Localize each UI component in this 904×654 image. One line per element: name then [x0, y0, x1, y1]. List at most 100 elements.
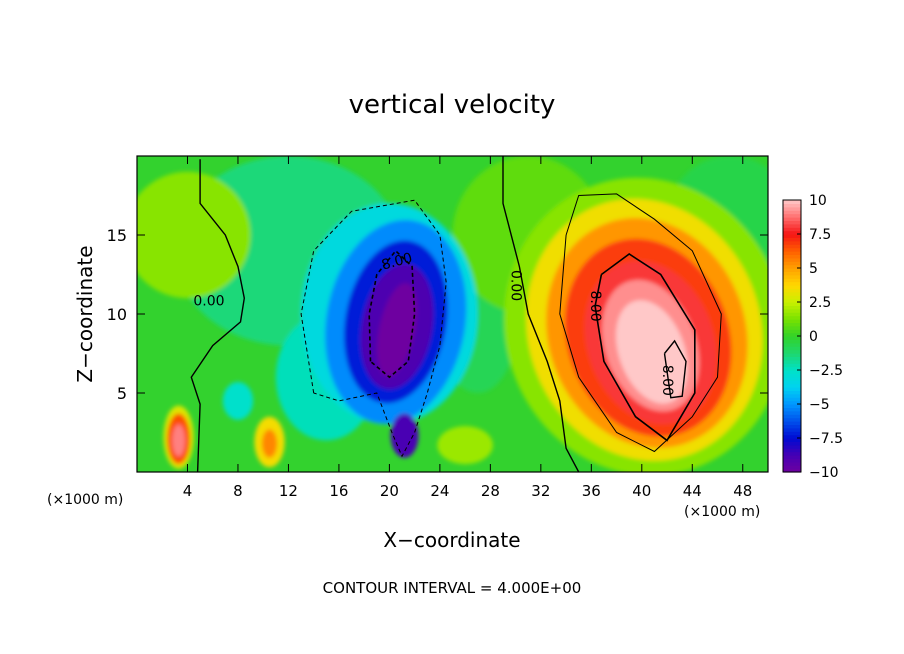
field-region: [437, 426, 493, 465]
colorbar-swatch: [783, 373, 801, 378]
colorbar-swatch: [783, 237, 801, 242]
colorbar-swatch: [783, 356, 801, 361]
x-tick-label: 8: [233, 482, 243, 500]
colorbar-swatch: [783, 254, 801, 259]
y-axis-ticks: 5 10 15: [107, 226, 768, 403]
colorbar-tick-label: 2.5: [809, 295, 831, 311]
colorbar-swatch: [783, 291, 801, 296]
field-region: [222, 381, 254, 420]
colorbar-swatch: [783, 281, 801, 286]
colorbar-swatch: [783, 376, 801, 381]
x-tick-label: 4: [183, 482, 193, 500]
colorbar-swatch: [783, 203, 801, 208]
contour-label: 0.00: [508, 270, 524, 301]
contour-neg8: [368, 249, 416, 379]
colorbar-tick-label: 10: [809, 193, 827, 209]
contour-label: 0.00: [193, 293, 224, 309]
colorbar-swatch: [783, 264, 801, 269]
colorbar-tick-label: −2.5: [809, 363, 843, 379]
colorbar-swatch: [783, 332, 801, 337]
colorbar-swatch: [783, 268, 801, 272]
colorbar-swatch: [783, 298, 801, 303]
contour-label: 8.00: [380, 250, 414, 274]
colorbar-swatch: [783, 448, 801, 453]
colorbar-swatch: [783, 223, 801, 228]
colorbar-swatch: [783, 410, 801, 415]
colorbar-swatch: [783, 370, 801, 374]
colorbar-swatch: [783, 451, 801, 456]
colorbar-swatch: [783, 342, 801, 347]
contour-zero: [502, 156, 580, 472]
field-region: [377, 283, 417, 377]
colorbar-swatch: [783, 213, 801, 218]
colorbar-swatch: [783, 417, 801, 422]
x-tick-label: 44: [683, 482, 702, 500]
colorbar: 10 7.5 5 2.5 0 −2.5 −5 −7.5 −10: [782, 193, 843, 481]
x-units-left: (×1000 m): [47, 492, 123, 508]
colorbar-swatch: [783, 200, 801, 204]
contour-lines: [190, 156, 722, 472]
colorbar-swatch: [783, 220, 801, 225]
contour-interval-footer: CONTOUR INTERVAL = 4.000E+00: [323, 579, 582, 597]
colorbar-swatch: [783, 387, 801, 391]
colorbar-swatch: [783, 322, 801, 327]
colorbar-swatch: [783, 465, 801, 470]
colorbar-swatch: [783, 444, 801, 449]
x-tick-label: 48: [733, 482, 752, 500]
contour-4: [559, 193, 722, 453]
colorbar-tick-label: −7.5: [809, 431, 843, 447]
x-tick-label: 24: [430, 482, 449, 500]
colorbar-swatch: [783, 336, 801, 340]
colorbar-swatch: [783, 244, 801, 249]
colorbar-swatch: [783, 383, 801, 388]
x-tick-label: 28: [481, 482, 500, 500]
colorbar-swatch: [783, 461, 801, 466]
colorbar-swatch: [783, 251, 801, 255]
y-tick-label: 15: [107, 226, 127, 245]
colorbar-tick-label: 0: [809, 329, 818, 345]
colorbar-swatch: [783, 421, 801, 425]
colorbar-swatch: [783, 455, 801, 459]
colorbar-tick-label: −5: [809, 397, 830, 413]
contour-8: [663, 339, 687, 399]
x-tick-label: 36: [582, 482, 601, 500]
colorbar-swatch: [783, 325, 801, 330]
colorbar-swatch: [783, 441, 801, 446]
x-tick-label: 12: [279, 482, 298, 500]
y-tick-label: 5: [117, 384, 127, 403]
colorbar-swatch: [783, 438, 801, 442]
x-tick-label: 40: [632, 482, 651, 500]
colorbar-swatch: [783, 346, 801, 351]
colorbar-swatch: [783, 312, 801, 317]
field-region: [137, 171, 251, 299]
colorbar-swatch: [783, 339, 801, 344]
contour-8: [594, 253, 696, 442]
colorbar-swatch: [783, 308, 801, 313]
colorbar-swatch: [783, 315, 801, 320]
colorbar-swatch: [783, 261, 801, 266]
contour-zero: [190, 159, 246, 472]
contour-neg4: [300, 199, 447, 458]
colorbar-tick-label: 5: [809, 261, 818, 277]
x-units-right: (×1000 m): [684, 504, 760, 520]
colorbar-swatch: [783, 366, 801, 371]
x-axis-label: X−coordinate: [383, 528, 520, 552]
colorbar-swatch: [783, 407, 801, 412]
colorbar-swatch: [783, 206, 801, 211]
colorbar-swatch: [783, 400, 801, 405]
colorbar-tick-label: −10: [809, 465, 839, 481]
y-axis-label: Z−coordinate: [73, 245, 97, 382]
colorbar-swatch: [783, 424, 801, 429]
colorbar-swatch: [783, 427, 801, 432]
colorbar-swatch: [783, 431, 801, 436]
colorbar-swatch: [783, 468, 801, 473]
colorbar-swatch: [783, 257, 801, 262]
field-region: [172, 424, 185, 457]
colorbar-swatch: [783, 302, 801, 306]
x-tick-label: 32: [531, 482, 550, 500]
field-region: [390, 413, 419, 458]
colorbar-swatch: [783, 349, 801, 354]
colorbar-swatch: [783, 380, 801, 385]
contour-labels: 0.00 8.00 0.00 8.00 8.00: [193, 250, 675, 396]
